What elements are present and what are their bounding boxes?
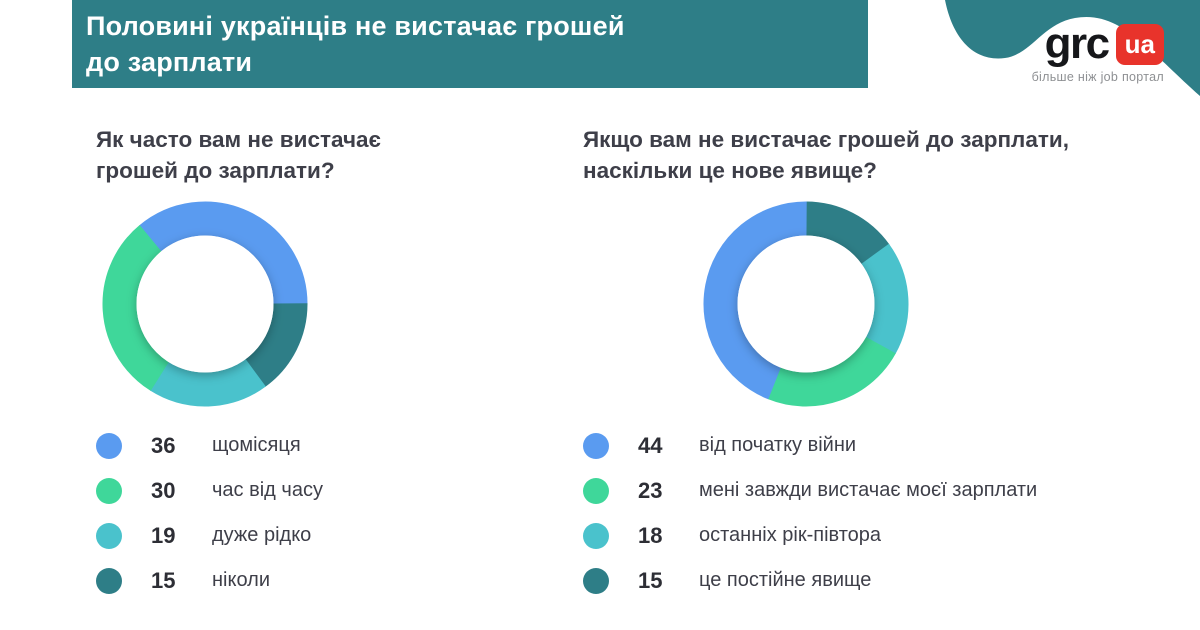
header-title-line: до зарплати — [86, 47, 253, 77]
legend-label: щомісяця — [212, 434, 301, 456]
legend-item: 44 від початку війни — [583, 423, 1037, 468]
chart-title-line: грошей до зарплати? — [96, 158, 335, 183]
donut-segment — [244, 302, 308, 387]
logo: grc ua більше ніж job портал — [1032, 22, 1164, 84]
logo-text: grc — [1044, 19, 1110, 68]
legend-item: 30 час від часу — [96, 468, 323, 513]
chart-title-line: наскільки це нове явище? — [583, 158, 877, 183]
legend-color-dot — [583, 477, 609, 504]
donut-segments — [102, 201, 308, 407]
legend-item: 23 мені завжди вистачає моєї зарплати — [583, 468, 1037, 513]
chart-left-title: Як часто вам не вистачає грошей до зарпл… — [96, 124, 381, 186]
legend-value: 36 — [151, 432, 176, 458]
donut-segment — [102, 225, 170, 391]
legend-value: 23 — [638, 477, 663, 503]
chart-title-line: Якщо вам не вистачає грошей до зарплати, — [583, 127, 1069, 152]
legend-label: від початку війни — [699, 434, 857, 456]
legend-label: ніколи — [212, 569, 270, 591]
legend-label: останніх рік-півтора — [699, 524, 882, 546]
donut-chart-left — [102, 201, 308, 407]
logo-tagline: більше ніж job портал — [1031, 70, 1164, 84]
donut-segment — [150, 358, 266, 407]
legend-item: 36 щомісяця — [96, 423, 323, 468]
legend-right: 44 від початку війни 23 мені завжди вист… — [583, 423, 1037, 603]
legend-value: 19 — [151, 522, 176, 548]
legend-item: 15 це постійне явище — [583, 558, 1037, 603]
donut-hole — [737, 235, 875, 373]
legend-value: 15 — [638, 567, 663, 593]
legend-color-dot — [96, 477, 122, 504]
donut-segments — [703, 201, 909, 407]
legend-label: мені завжди вистачає моєї зарплати — [699, 479, 1038, 501]
legend-color-dot — [583, 567, 609, 594]
donut-segment — [139, 201, 308, 305]
chart-title-line: Як часто вам не вистачає — [96, 127, 381, 152]
legend-value: 30 — [151, 477, 176, 503]
legend-color-dot — [583, 432, 609, 459]
legend-label: це постійне явище — [699, 569, 872, 591]
legend-item: 18 останніх рік-півтора — [583, 513, 1037, 558]
legend-value: 44 — [638, 432, 663, 458]
header-banner: Половині українців не вистачає грошей до… — [72, 0, 868, 88]
legend-left: 36 щомісяця 30 час від часу 19 дуже рідк… — [96, 423, 323, 603]
legend-color-dot — [96, 522, 122, 549]
donut-segment — [703, 201, 808, 400]
legend-value: 18 — [638, 522, 663, 548]
donut-hole — [136, 235, 274, 373]
donut-chart-right — [703, 201, 909, 407]
legend-label: час від часу — [212, 479, 323, 501]
donut-segment — [767, 336, 896, 407]
legend-item: 15 ніколи — [96, 558, 323, 603]
legend-color-dot — [583, 522, 609, 549]
legend-color-dot — [96, 432, 122, 459]
legend-color-dot — [96, 567, 122, 594]
header-title-line: Половині українців не вистачає грошей — [86, 11, 625, 41]
donut-segment — [861, 243, 909, 354]
legend-label: дуже рідко — [212, 524, 312, 546]
donut-segment — [805, 201, 890, 265]
logo-badge: ua — [1115, 23, 1164, 65]
legend-item: 19 дуже рідко — [96, 513, 323, 558]
chart-right-title: Якщо вам не вистачає грошей до зарплати,… — [583, 124, 1069, 186]
legend-value: 15 — [151, 567, 176, 593]
